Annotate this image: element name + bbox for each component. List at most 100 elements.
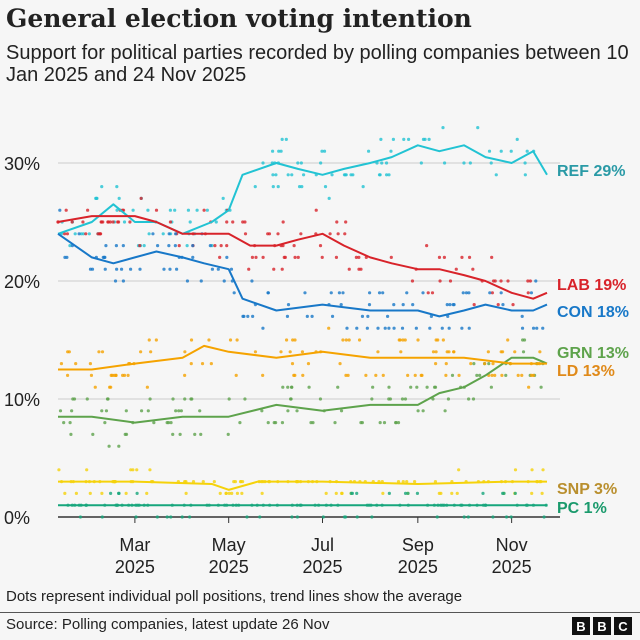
poll-dot [406, 491, 410, 495]
poll-dot [487, 149, 492, 153]
poll-dot [538, 350, 542, 354]
poll-dot [441, 126, 445, 130]
poll-dot [414, 326, 418, 330]
poll-dot [116, 220, 120, 224]
poll-dot [339, 409, 344, 413]
poll-dot [467, 255, 472, 259]
poll-dot [285, 314, 290, 318]
poll-dot [243, 232, 248, 236]
poll-dot [376, 326, 380, 330]
poll-dot [504, 515, 509, 519]
poll-dot [405, 291, 409, 295]
poll-dot [499, 149, 503, 153]
poll-dot [93, 385, 97, 389]
poll-dot [309, 421, 313, 425]
poll-dot [154, 338, 158, 342]
poll-dot [155, 515, 159, 519]
poll-dot [117, 491, 121, 495]
poll-dot [119, 267, 124, 271]
poll-dot [300, 185, 304, 189]
poll-dot [91, 432, 95, 436]
poll-dot [411, 303, 415, 307]
series-label-ld: LD 13% [557, 363, 615, 380]
poll-dot [106, 220, 111, 224]
series-label-pc: PC 1% [557, 500, 607, 517]
poll-dot [266, 291, 270, 295]
poll-dot [198, 409, 202, 413]
poll-dot [77, 232, 81, 236]
poll-dot [97, 350, 101, 354]
poll-dot [388, 397, 393, 401]
poll-dot [389, 149, 393, 153]
poll-dot [318, 397, 323, 401]
poll-dot [253, 350, 258, 354]
poll-dot [343, 515, 348, 519]
poll-dot [481, 491, 485, 495]
poll-dot [526, 291, 530, 295]
poll-dot [478, 373, 482, 377]
poll-dot [366, 314, 370, 318]
poll-dot [534, 279, 538, 283]
poll-dot [216, 267, 220, 271]
poll-dot [487, 362, 491, 366]
poll-dot [491, 279, 496, 283]
poll-dot [374, 373, 378, 377]
poll-dot [185, 279, 190, 283]
poll-dot [506, 279, 510, 283]
poll-dot [520, 373, 524, 377]
poll-dot [440, 326, 444, 330]
poll-dot [221, 196, 225, 200]
poll-dot [389, 255, 393, 259]
poll-dot [420, 373, 424, 377]
poll-dot [167, 244, 171, 248]
poll-dot [323, 185, 328, 189]
poll-dot [190, 397, 194, 401]
poll-dot [177, 244, 181, 248]
poll-dot [442, 161, 447, 165]
poll-dot [189, 338, 194, 342]
poll-dot [382, 421, 387, 425]
poll-dot [261, 255, 265, 259]
poll-dot [504, 373, 508, 377]
poll-dot [357, 338, 362, 342]
poll-dot [98, 232, 103, 236]
x-tick-label: Mar [119, 535, 150, 555]
poll-dot [74, 362, 78, 366]
poll-dot [444, 362, 448, 366]
poll-dot [100, 185, 104, 189]
poll-dot [523, 161, 527, 165]
poll-dot [516, 373, 520, 377]
poll-dot [433, 480, 438, 484]
poll-dot [96, 232, 100, 236]
poll-dot [100, 491, 104, 495]
poll-dot [340, 491, 344, 495]
poll-dot [387, 491, 391, 495]
poll-dot [260, 409, 264, 413]
poll-dot [235, 338, 239, 342]
poll-dot [117, 444, 121, 448]
poll-dot [405, 480, 409, 484]
poll-dot [357, 255, 361, 259]
poll-dot [148, 468, 152, 472]
poll-dot [475, 373, 479, 377]
poll-dot [387, 326, 391, 330]
poll-dot [107, 444, 111, 448]
series-ld-dots [59, 326, 542, 389]
poll-dot [288, 350, 292, 354]
poll-dot [106, 397, 110, 401]
series-label-con: CON 18% [557, 304, 629, 321]
poll-dot [447, 326, 451, 330]
poll-dot [457, 373, 461, 377]
poll-dot [436, 338, 440, 342]
poll-dot [301, 373, 305, 377]
poll-dot [232, 291, 236, 295]
poll-dot [123, 432, 127, 436]
poll-dot [293, 255, 297, 259]
poll-dot [65, 373, 70, 377]
poll-dot [129, 267, 133, 271]
poll-dot [243, 397, 247, 401]
poll-dot [450, 373, 455, 377]
poll-dot [73, 232, 77, 236]
poll-dot [349, 173, 353, 177]
